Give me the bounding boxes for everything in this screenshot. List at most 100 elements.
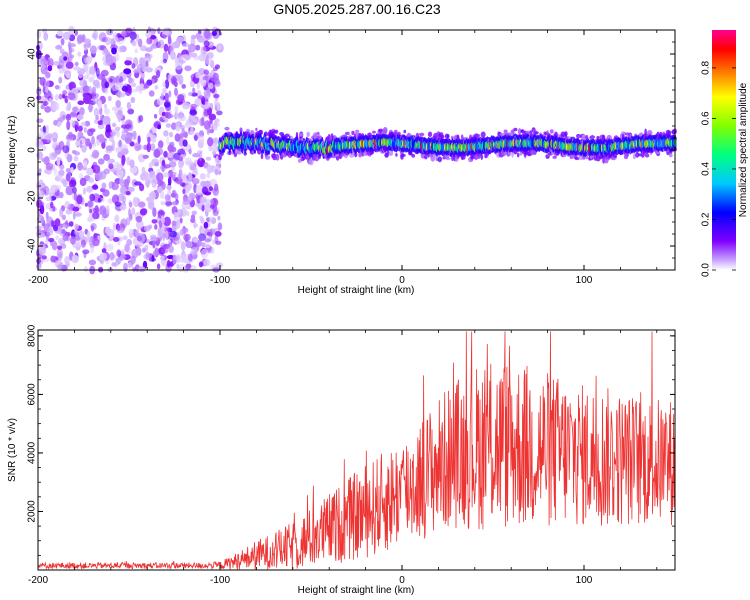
spectrogram-cell [187,172,193,181]
spectrogram-cell [51,152,58,158]
spectrogram-cell [63,69,72,77]
spectrogram-cell [56,30,64,37]
spectrogram-cell [119,236,123,242]
spectrogram-cell [167,152,173,158]
spectrogram-cell [154,224,158,230]
spectrogram-cell [188,253,193,262]
spectrogram-cell [126,101,132,110]
spectrogram-cell [66,154,73,163]
spectrogram-cell [56,156,61,167]
spectrogram-cell [163,164,171,169]
spectrogram-cell [103,103,108,110]
spectrogram-cell [355,129,360,134]
spectrogram-cell [64,256,71,265]
spectrogram-cell [69,112,78,118]
spectrogram-cell [89,208,93,214]
spectrogram-cell [194,134,198,141]
spectrogram-cell [180,207,188,217]
spectrogram-cell [173,211,178,220]
spectrogram-cell [198,53,207,62]
x-tick-label: -100 [210,275,230,286]
spectrogram-cell [97,120,104,126]
spectrogram-cell [212,125,218,131]
spectrogram-cell [64,95,69,104]
spectrogram-cell [162,172,170,178]
spectrogram-cell [164,79,170,89]
spectrogram-cell [183,101,188,107]
spectrogram-cell [604,157,609,164]
spectrogram-cell [192,115,200,124]
spectrogram-cell [316,135,323,140]
spectrogram-cell [184,65,192,72]
spectrogram-cell [165,230,169,240]
spectrogram-cell [77,34,84,44]
spectrogram-cell [138,201,146,208]
spectrogram-cell [202,75,209,81]
spectrogram-cell [198,135,205,145]
spectrogram-cell [186,160,195,166]
spectrogram-cell [201,186,208,195]
spectrogram-cell [157,179,164,186]
spectrogram-cell [203,108,210,117]
spectrogram-cell [177,94,185,102]
spectrogram-cell [35,263,42,270]
spectrogram-cell [65,173,71,182]
spectrogram-noise-region [35,25,224,275]
spectrogram-cell [139,45,147,52]
spectrogram-cell [95,67,100,77]
spectrogram-cell [197,37,206,43]
spectrogram-cell [203,89,211,97]
spectrogram-cell [74,30,78,36]
y-tick-label: 4000 [27,441,38,464]
spectrogram-cell [145,251,150,260]
spectrogram-cell [73,155,79,162]
spectrogram-cell [354,151,358,158]
spectrogram-cell [157,227,162,236]
spectrogram-cell [143,55,152,63]
spectrogram-cell [51,132,59,141]
spectrogram-cell [45,71,51,79]
spectrogram-cell [162,87,167,94]
spectrogram-cell [180,241,186,251]
spectrogram-cell [65,209,73,215]
spectrogram-cell [371,150,375,154]
spectrogram-cell [163,101,171,108]
spectrogram-cell [117,114,121,123]
spectrogram-cell [122,235,128,241]
spectrogram-cell [440,135,445,138]
spectrogram-cell [289,135,293,140]
spectrogram-cell [151,219,158,224]
spectrogram-cell [257,149,262,155]
spectrogram-cell [211,30,217,36]
spectrogram-cell [57,264,64,270]
spectrogram-cell [217,215,221,221]
spectrogram-cell [644,153,650,158]
spectrogram-cell [210,198,214,205]
spectrogram-cell [125,191,131,196]
spectrogram-cell [139,208,147,216]
spectrogram-cell [171,122,177,130]
spectrogram-cell [83,160,88,169]
spectrogram-cell [74,223,79,230]
spectrogram-cell [182,139,188,147]
colorbar-gradient [712,30,736,270]
spectrogram-cell [86,231,90,241]
spectrogram-cell [36,30,41,39]
spectrogram-cell [139,183,145,192]
spectrogram-cell [70,236,76,245]
spectrogram-cell [162,217,166,224]
spectrogram-cell [40,216,45,224]
spectrogram-y-axis-label: Frequency (Hz) [7,116,18,185]
spectrogram-cell [83,187,87,195]
spectrogram-cell [72,210,76,220]
spectrogram-cell [65,113,72,121]
spectrogram-cell [147,136,151,144]
spectrogram-cell [150,35,157,40]
spectrogram-cell [134,142,142,152]
spectrogram-cell [41,255,47,260]
spectrogram-cell [164,193,169,202]
spectrogram-cell [198,233,207,241]
spectrogram-cell [418,132,425,137]
spectrogram-cell [146,37,153,45]
spectrogram-cell [184,121,193,129]
